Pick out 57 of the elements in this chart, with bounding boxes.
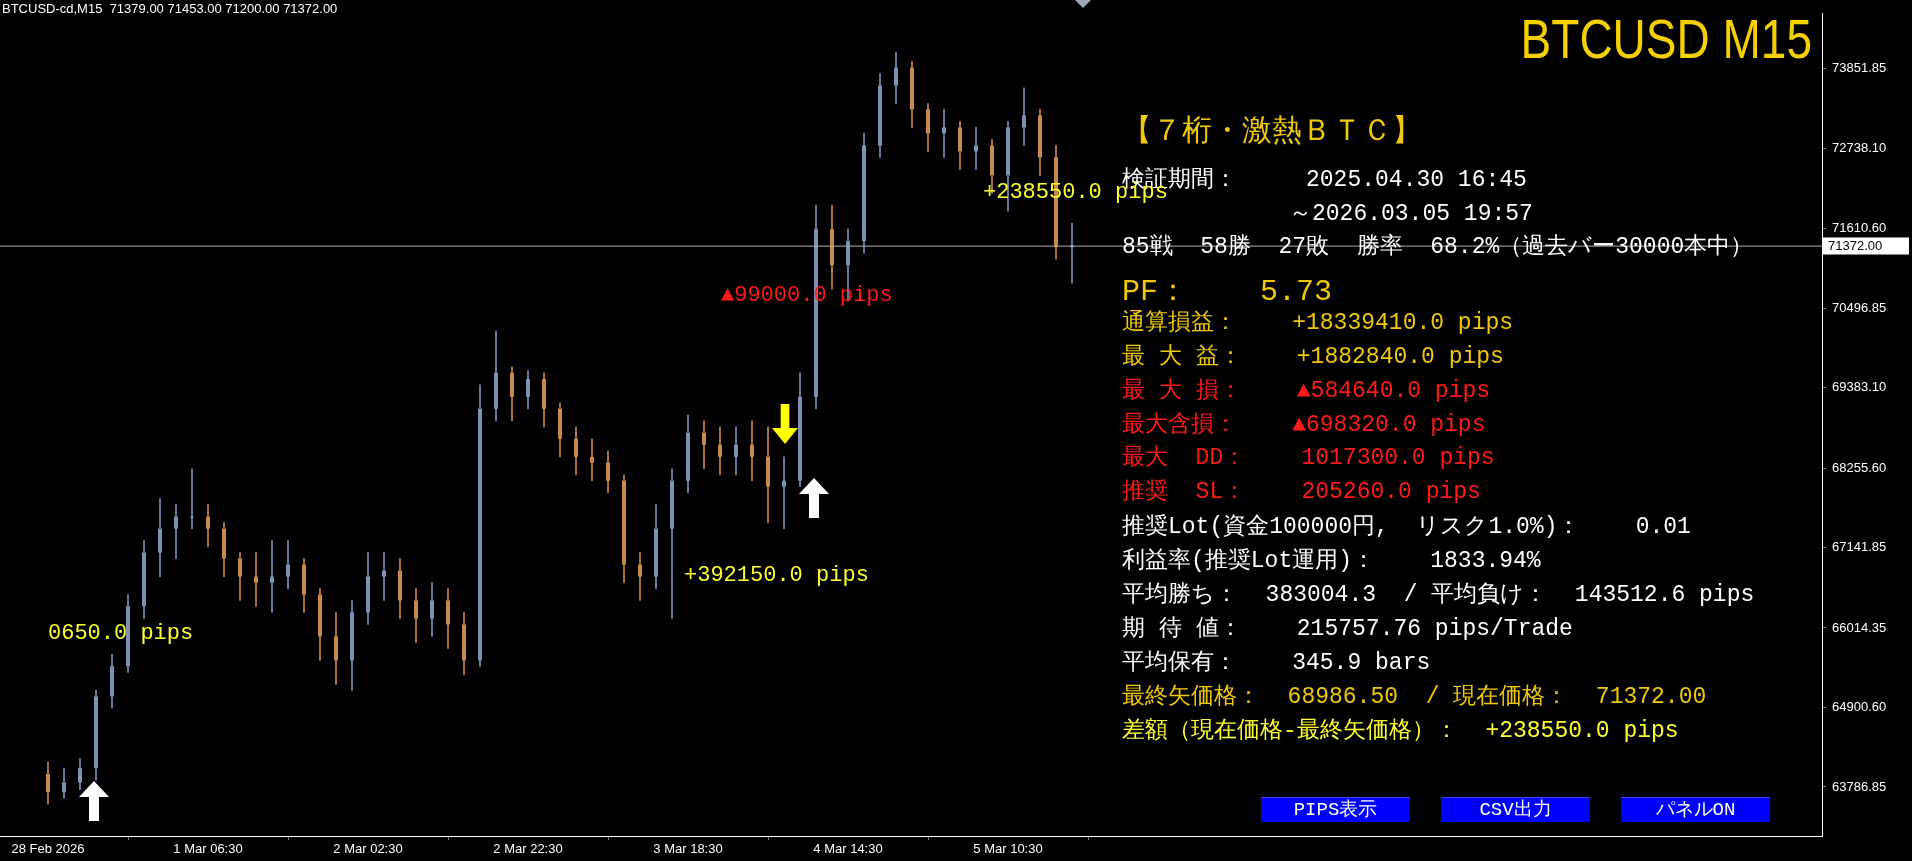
x-tick-label: 3 Mar 18:30 [653, 841, 723, 857]
candlestick [382, 552, 386, 601]
annotation: 最 大 益： +1882840.0 pips [1122, 343, 1504, 370]
candlestick [942, 109, 946, 158]
y-tick-label: 71610.60 [1832, 220, 1887, 236]
candlestick [974, 127, 978, 170]
chart-subtitle: BTCUSD-cd,M15 71379.00 71453.00 71200.00 71372.00 [2, 1, 338, 16]
button: CSV出力 [1441, 797, 1590, 822]
annotation: 差額（現在価格-最終矢価格）： +238550.0 pips [1122, 717, 1679, 744]
annotation: 85戦 58勝 27敗 勝率 68.2%（過去バー30000本中） [1122, 233, 1754, 260]
y-tick-label: 67141.85 [1832, 539, 1887, 555]
y-tick-label: 73851.85 [1832, 60, 1887, 76]
candlestick [734, 426, 738, 476]
annotation: 推奨 SL： 205260.0 pips [1122, 478, 1481, 505]
candlestick [1022, 87, 1026, 146]
annotation: 期 待 値： 215757.76 pips/Trade [1122, 615, 1573, 642]
chart-title: BTCUSD M15 [1520, 6, 1812, 71]
annotation: 推奨Lot(資金100000円, リスク1.0%)： 0.01 [1122, 513, 1691, 540]
y-tick-label: 68255.60 [1832, 459, 1887, 475]
candlestick [286, 540, 290, 589]
x-tick-label: 5 Mar 10:30 [973, 841, 1043, 857]
y-tick-label: 70496.85 [1832, 299, 1887, 315]
y-tick-label: 66014.35 [1832, 619, 1887, 635]
x-tick-label: 28 Feb 2026 [11, 841, 85, 857]
annotation: +392150.0 pips [684, 563, 869, 588]
annotation: 最 大 損： ▲584640.0 pips [1122, 377, 1491, 404]
annotation: 最大含損： ▲698320.0 pips [1122, 411, 1486, 438]
annotation: 通算損益： +18339410.0 pips [1122, 309, 1514, 336]
x-tick-label: 2 Mar 22:30 [493, 841, 563, 857]
x-tick-label: 1 Mar 06:30 [173, 841, 243, 857]
annotation: 平均勝ち： 383004.3 / 平均負け： 143512.6 pips [1122, 581, 1755, 608]
annotation: 0650.0 pips [48, 621, 194, 646]
y-tick-label: 63786.85 [1832, 778, 1887, 794]
y-tick-label: 69383.10 [1832, 379, 1887, 395]
annotation: ～2026.03.05 19:57 [1289, 200, 1533, 227]
candlestick [782, 456, 786, 529]
button: PIPS表示 [1261, 797, 1410, 822]
candlestick [254, 552, 258, 607]
candlestick [638, 552, 642, 601]
candlestick [190, 468, 194, 529]
button: パネルON [1621, 797, 1770, 822]
annotation: 【７桁・激熱ＢＴＣ】 [1122, 115, 1422, 149]
y-tick-label: 72738.10 [1832, 139, 1887, 155]
annotation: 利益率(推奨Lot運用)： 1833.94% [1122, 547, 1541, 574]
x-tick-label: 2 Mar 02:30 [333, 841, 403, 857]
candlestick [718, 426, 722, 476]
annotation: 最大 DD： 1017300.0 pips [1122, 444, 1495, 471]
annotation: 最終矢価格： 68986.50 / 現在価格： 71372.00 [1122, 683, 1707, 710]
x-tick-label: 4 Mar 14:30 [813, 841, 883, 857]
candlestick [590, 438, 594, 482]
annotation: PF： 5.73 [1122, 275, 1333, 309]
annotation: 平均保有： 345.9 bars [1122, 649, 1431, 676]
y-tick-label: 64900.60 [1832, 699, 1887, 715]
candlestick [174, 504, 178, 559]
candlestick [270, 540, 274, 613]
ref-line-label: 71372.00 [1828, 238, 1883, 254]
candlestick [750, 420, 754, 482]
